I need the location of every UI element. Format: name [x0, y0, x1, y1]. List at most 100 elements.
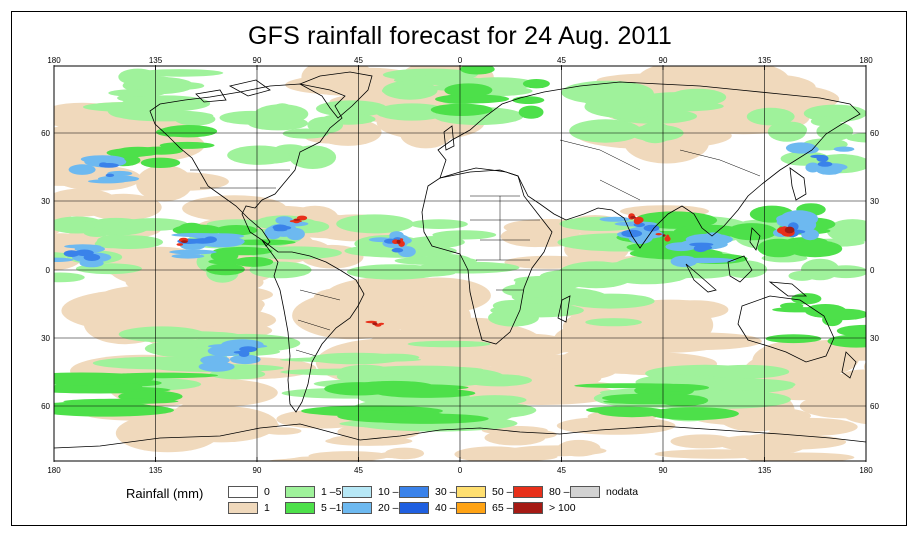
lat-tick-label: 60 — [41, 129, 50, 138]
coast-antarctica — [54, 423, 866, 449]
rain-patch — [372, 322, 378, 326]
coast-south-america — [261, 239, 365, 413]
rain-patch — [694, 466, 766, 476]
legend-item: 1 — [228, 501, 270, 515]
legend-swatch — [285, 502, 315, 514]
rain-field-heavy — [54, 142, 855, 372]
rain-patch — [785, 142, 817, 154]
coast-sumatra — [685, 263, 717, 293]
rain-patch — [599, 216, 631, 222]
rain-patch — [586, 406, 646, 414]
rain-patch — [788, 270, 816, 281]
rain-patch — [176, 243, 184, 246]
rain-patch — [238, 350, 250, 357]
lon-tick-label: 90 — [659, 56, 668, 65]
rain-patch — [394, 256, 478, 266]
lon-tick-label: 0 — [458, 466, 463, 475]
rain-patch — [492, 469, 610, 484]
rain-patch — [746, 107, 795, 126]
legend-label: 1 –5 — [321, 486, 342, 498]
lon-tick-label: 135 — [758, 466, 772, 475]
legend-item: > 100 — [513, 501, 576, 515]
legend-swatch — [285, 486, 315, 498]
rain-patch — [630, 216, 636, 219]
rain-patch — [836, 324, 866, 337]
rain-patch — [780, 302, 804, 310]
rain-patch — [787, 240, 843, 258]
legend-swatch — [570, 486, 600, 498]
coast-madagascar — [557, 295, 571, 323]
rain-patch — [293, 219, 301, 221]
rain-patch — [54, 401, 157, 416]
rain-patch — [136, 69, 224, 77]
coast-arctic-islands — [195, 79, 271, 103]
lon-tick-label: 180 — [47, 466, 61, 475]
rain-patch — [113, 148, 144, 157]
rain-patch — [556, 348, 623, 380]
rain-patch — [209, 368, 266, 380]
legend-swatch — [399, 502, 429, 514]
rain-patch — [634, 216, 644, 224]
rain-patch — [229, 354, 261, 365]
rain-patch — [824, 265, 866, 279]
rain-patch — [399, 238, 404, 242]
rain-patch — [444, 83, 493, 98]
rain-patch — [670, 255, 698, 268]
legend-swatch — [342, 502, 372, 514]
legend-swatch — [228, 502, 258, 514]
rain-patch — [775, 121, 808, 139]
lat-tick-label: 30 — [41, 334, 50, 343]
rain-patch — [489, 333, 571, 358]
rain-patch — [75, 249, 94, 257]
rain-patch — [338, 364, 393, 379]
lon-tick-label: 45 — [557, 466, 566, 475]
rain-patch — [490, 303, 584, 318]
rain-patch — [587, 263, 653, 280]
coast-philippines — [749, 227, 761, 251]
rain-patch — [346, 264, 442, 280]
lon-tick-label: 45 — [557, 56, 566, 65]
coast-australia — [737, 295, 835, 363]
rain-patch — [664, 236, 671, 242]
rain-patch — [819, 308, 866, 321]
legend-label: 5 –10 — [321, 502, 348, 514]
rain-patch — [54, 257, 74, 262]
political-borders — [190, 139, 761, 357]
coast-greenland — [299, 71, 373, 119]
legend-item: 0 — [228, 485, 270, 499]
coast-uk — [443, 125, 455, 151]
lon-tick-label: 180 — [859, 56, 873, 65]
rain-patch — [121, 95, 211, 112]
rain-patch — [574, 383, 686, 389]
rain-patch — [140, 157, 181, 168]
rain-patch — [801, 229, 819, 241]
rain-patch — [518, 105, 544, 119]
rain-patch — [81, 261, 99, 267]
rain-patch — [662, 234, 666, 237]
legend-item: 1 –5 — [285, 485, 341, 499]
rain-patch — [99, 162, 108, 166]
rain-field-extreme — [176, 213, 795, 327]
rain-patch — [407, 340, 491, 348]
rain-patch — [108, 89, 166, 97]
rain-patch — [105, 173, 115, 177]
rain-patch — [512, 96, 545, 104]
lon-tick-label: 45 — [354, 466, 363, 475]
legend-title: Rainfall (mm) — [126, 486, 204, 501]
rain-patch — [181, 240, 188, 244]
lat-tick-label: 30 — [870, 197, 879, 206]
rain-patch — [391, 247, 404, 253]
rain-patch — [410, 219, 468, 230]
lat-tick-label: 30 — [870, 334, 879, 343]
rain-patch — [635, 100, 724, 112]
lat-tick-label: 0 — [870, 266, 875, 275]
legend-swatch — [399, 486, 429, 498]
coast-north-america — [149, 83, 346, 247]
lat-tick-label: 30 — [41, 197, 50, 206]
rain-patch — [155, 127, 193, 137]
graticule — [54, 66, 866, 461]
rain-patch — [791, 293, 822, 305]
rain-patch — [341, 382, 426, 395]
rain-patch — [322, 410, 412, 416]
